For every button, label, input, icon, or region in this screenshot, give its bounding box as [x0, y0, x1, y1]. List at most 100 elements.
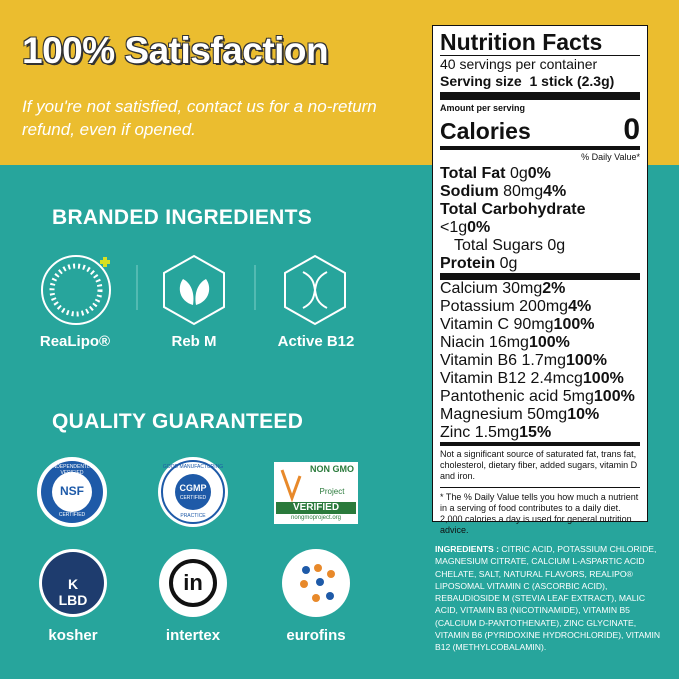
- nutrient-row: Magnesium 50mg10%: [440, 406, 640, 424]
- nutrient-name: Magnesium: [440, 406, 523, 423]
- nutrient-amount: 0g: [547, 237, 566, 254]
- badge-text: INDEPENDENTLY VERIFIED: [51, 464, 93, 476]
- nutrient: Protein 0g: [440, 255, 517, 272]
- daily-value: 0%: [467, 219, 491, 236]
- servings: 40 servings per container: [440, 56, 598, 72]
- amount-per-serving: Amount per serving: [440, 103, 526, 113]
- daily-value: 100%: [582, 370, 624, 387]
- nutrient: Vitamin C 90mg: [440, 316, 554, 333]
- nutrient-row: Total Carbohydrate <1g0%: [440, 201, 640, 237]
- daily-value: 4%: [568, 298, 592, 315]
- nutrient-row: Sodium 80mg4%: [440, 183, 640, 201]
- ingredient-label: Active B12: [277, 333, 355, 350]
- nutrient: Niacin 16mg: [440, 334, 529, 351]
- logo-label: intertex: [165, 627, 221, 644]
- nutrient-name: Vitamin B6: [440, 352, 518, 369]
- daily-value: 100%: [528, 334, 570, 351]
- nutrient-row: Total Sugars 0g: [440, 237, 640, 255]
- badge-text: PRACTICE: [180, 513, 206, 519]
- nutrient: Magnesium 50mg: [440, 406, 567, 423]
- nutrient-amount: 2.4mcg: [530, 370, 583, 387]
- nutrient: Pantothenic acid 5mg: [440, 388, 594, 405]
- guarantee-text: If you're not satisfied, contact us for …: [22, 97, 377, 139]
- nutrient-row: Niacin 16mg100%: [440, 334, 640, 352]
- badge-text: CERTIFIED: [58, 512, 86, 518]
- nutrient-amount: 0g: [499, 255, 518, 272]
- logo-label: eurofins: [286, 627, 346, 644]
- nutrient: Potassium 200mg: [440, 298, 568, 315]
- nutrient-amount: 0g: [509, 165, 528, 182]
- nutrient-row: Vitamin B12 2.4mcg100%: [440, 370, 640, 388]
- badge-text: CGMP: [179, 483, 207, 493]
- badge-text: VERIFIED: [292, 502, 340, 513]
- nutrient-amount: 5mg: [562, 388, 594, 405]
- nutrient: Sodium 80mg: [440, 183, 543, 200]
- nutrient: Total Fat 0g: [440, 165, 528, 182]
- calories-label: Calories: [440, 118, 531, 144]
- calories-row: Calories 0: [440, 114, 640, 150]
- section-heading: QUALITY GUARANTEED: [52, 410, 304, 433]
- serving-size-label: Serving size: [440, 73, 522, 89]
- micro-rows: Calcium 30mg2% Potassium 200mg4% Vitamin C…: [440, 273, 640, 442]
- nutrient-row: Potassium 200mg4%: [440, 298, 640, 316]
- nutrient-row: Vitamin C 90mg100%: [440, 316, 640, 334]
- nutrient-row: Zinc 1.5mg15%: [440, 424, 640, 442]
- logo-label: kosher: [48, 627, 98, 644]
- ingredients-text: CITRIC ACID, POTASSIUM CHLORIDE, MAGNESI…: [435, 544, 661, 653]
- nutrient-amount: <1g: [440, 219, 468, 236]
- nutrient-name: Vitamin C: [440, 316, 510, 333]
- serving-size-value: 1 stick (2.3g): [529, 73, 615, 89]
- badge-text: Project: [319, 487, 345, 496]
- nutrient-name: Calcium: [440, 280, 498, 297]
- nutrient-amount: 80mg: [503, 183, 544, 200]
- nutrient: Total Carbohydrate <1g: [440, 201, 586, 236]
- nutrient-amount: 200mg: [519, 298, 569, 315]
- nutrient-amount: 16mg: [488, 334, 529, 351]
- nutrient-row: Protein 0g: [440, 255, 640, 273]
- nutrient-row: Vitamin B6 1.7mg100%: [440, 352, 640, 370]
- ingredients-label: INGREDIENTS :: [435, 544, 499, 554]
- nutrient: Calcium 30mg: [440, 280, 542, 297]
- badge-text: CERTIFIED: [179, 495, 207, 501]
- nutrient-row: Total Fat 0g0%: [440, 165, 640, 183]
- nutrient-name: Protein: [440, 255, 496, 272]
- nutrient-name: Niacin: [440, 334, 485, 351]
- daily-value: 15%: [519, 424, 552, 441]
- nutrient: Vitamin B6 1.7mg: [440, 352, 566, 369]
- ingredient-label: Reb M: [171, 333, 217, 350]
- nutrient-name: Zinc: [440, 424, 471, 441]
- ingredient-icons: [41, 254, 346, 326]
- ingredient-label: ReaLipo®: [39, 333, 111, 350]
- macro-rows: Total Fat 0g0% Sodium 80mg4% Total Carbohy…: [440, 165, 640, 273]
- nutrient: Zinc 1.5mg: [440, 424, 519, 441]
- nutrition-title: Nutrition Facts: [440, 29, 640, 56]
- logo-mark: in: [183, 570, 203, 595]
- nutrient-name: Total Sugars: [454, 237, 543, 254]
- certification-badges: [37, 457, 358, 617]
- daily-value: 0%: [527, 165, 551, 182]
- nutrient-amount: 90mg: [513, 316, 554, 333]
- nutrient-name: Potassium: [440, 298, 515, 315]
- serving-size: Serving size 1 stick (2.3g): [440, 73, 640, 100]
- nutrient-name: Vitamin B12: [440, 370, 526, 387]
- nutrient: Total Sugars 0g: [440, 237, 565, 254]
- nutrient-row: Calcium 30mg2%: [440, 280, 640, 298]
- ingredients: INGREDIENTS : CITRIC ACID, POTASSIUM CHL…: [435, 543, 663, 654]
- daily-value-note: * The % Daily Value tells you how much a…: [440, 492, 639, 535]
- badge-text: NON GMO: [310, 464, 354, 474]
- badge-text: NSF: [60, 484, 84, 498]
- daily-value: 100%: [593, 388, 635, 405]
- nutrient-amount: 50mg: [527, 406, 568, 423]
- dv-header: % Daily Value*: [581, 152, 640, 162]
- section-heading: BRANDED INGREDIENTS: [52, 206, 313, 229]
- badge-text: nongmoproject.org: [290, 515, 342, 521]
- nutrient-row: Pantothenic acid 5mg100%: [440, 388, 640, 406]
- nutrient-name: Total Carbohydrate: [440, 201, 586, 218]
- nutrient-amount: 1.7mg: [521, 352, 566, 369]
- daily-value: 100%: [566, 352, 607, 369]
- nutrient-amount: 1.5mg: [474, 424, 520, 441]
- title: 100% Satisfaction: [22, 30, 329, 71]
- nutrition-facts: Nutrition Facts 40 servings per containe…: [432, 25, 648, 535]
- logo-mark: K LBD: [58, 576, 88, 608]
